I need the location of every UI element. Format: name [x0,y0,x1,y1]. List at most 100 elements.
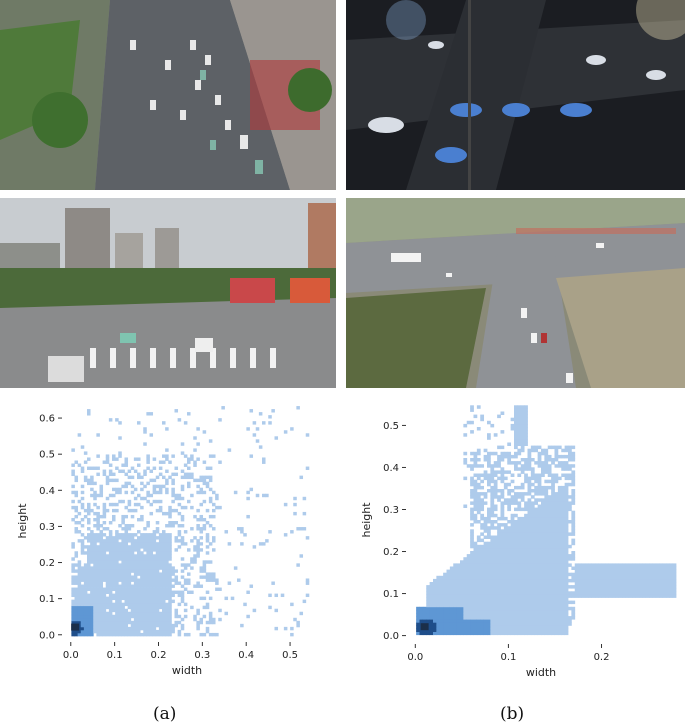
heatmap-cell [80,569,85,573]
heatmap-cell [476,569,481,574]
heatmap-cell [534,510,539,515]
heatmap-cell [510,591,515,595]
heatmap-cell [202,575,207,579]
heatmap-cell [527,631,532,636]
heatmap-cell [296,563,300,567]
heatmap-cell [662,566,667,570]
heatmap-cell [112,596,116,601]
heatmap-cell [140,554,144,558]
heatmap-cell [473,541,478,546]
heatmap-cell [105,578,110,582]
heatmap-cell [524,461,528,465]
heatmap-cell [112,581,116,585]
heatmap-cell [446,613,451,617]
heatmap-cell [524,609,528,614]
heatmap-cell [293,496,297,501]
heatmap-cell [510,622,515,626]
heatmap-cell [493,582,498,586]
heatmap-cell [527,489,532,493]
heatmap-cell [564,622,569,626]
heatmap-cell [155,602,160,607]
heatmap-cell [541,603,545,608]
heatmap-cell [208,578,213,582]
heatmap-cell [99,524,104,528]
heatmap-cell [530,535,535,539]
heatmap-cell [564,566,569,570]
heatmap-cell [453,566,458,570]
heatmap-cell [564,476,569,481]
heatmap-cell [124,533,129,537]
heatmap-cell [426,597,431,601]
heatmap-cell [628,582,633,586]
heatmap-cell [429,582,434,586]
heatmap-cell [534,489,539,493]
heatmap-cell [473,507,478,512]
heatmap-cell [127,508,132,513]
heatmap-cell [152,620,157,625]
heatmap-cell [199,536,204,540]
heatmap-cell [218,460,222,464]
heatmap-cell [557,613,562,617]
heatmap-cell [557,566,562,570]
heatmap-cell [96,620,100,625]
heatmap-cell [174,496,179,501]
heatmap-cell [595,563,599,567]
heatmap-cell [503,625,508,629]
heatmap-cell [149,511,154,516]
heatmap-cell [551,461,555,465]
heatmap-cell [143,581,147,585]
heatmap-cell [193,617,197,622]
heatmap-cell [541,591,545,595]
heatmap-cell [480,572,485,577]
heatmap-cell [520,619,525,623]
heatmap-cell [524,473,528,477]
heatmap-cell [80,623,85,628]
heatmap-cell [180,590,185,594]
heatmap-cell [90,572,94,576]
heatmap-cell [96,554,100,558]
heatmap-cell [83,566,88,570]
heatmap-cell [130,548,135,552]
heatmap-cell [108,557,113,561]
heatmap-cell [443,594,447,598]
heatmap-cell [180,517,185,522]
heatmap-cell [601,582,606,586]
heatmap-cell [622,585,626,589]
heatmap-cell [568,467,572,471]
heatmap-cell [87,629,91,634]
heatmap-cell [205,602,210,607]
heatmap-cell [162,599,166,604]
heatmap-cell [476,572,481,577]
heatmap-cell [503,622,508,626]
heatmap-cell [497,526,501,530]
heatmap-cell [205,575,210,579]
heatmap-cell [149,469,154,473]
heatmap-cell [460,606,464,611]
heatmap-cell [155,599,160,604]
heatmap-cell [611,575,616,580]
heatmap-cell [196,478,200,483]
heatmap-cell [500,569,505,574]
heatmap-cell [158,539,163,543]
heatmap-cell [152,539,157,543]
heatmap-cell [514,585,518,589]
heatmap-cell [127,614,132,619]
heatmap-cell [490,498,495,502]
heatmap-cell [530,578,535,583]
heatmap-cell [564,495,569,499]
heatmap-cell [146,412,150,416]
heatmap-cell [503,631,508,636]
heatmap-cell [449,625,454,629]
heatmap-cell [537,513,542,518]
heatmap-cell [71,608,75,613]
heatmap-cell [118,584,122,588]
heatmap-cell [618,588,623,592]
heatmap-cell [165,602,169,607]
heatmap-cell [520,414,525,419]
heatmap-cell [162,536,166,540]
heatmap-cell [96,608,100,613]
heatmap-cell [480,414,485,419]
heatmap-cell [487,513,491,518]
heatmap-cell [541,473,545,477]
heatmap-cell [473,501,478,505]
